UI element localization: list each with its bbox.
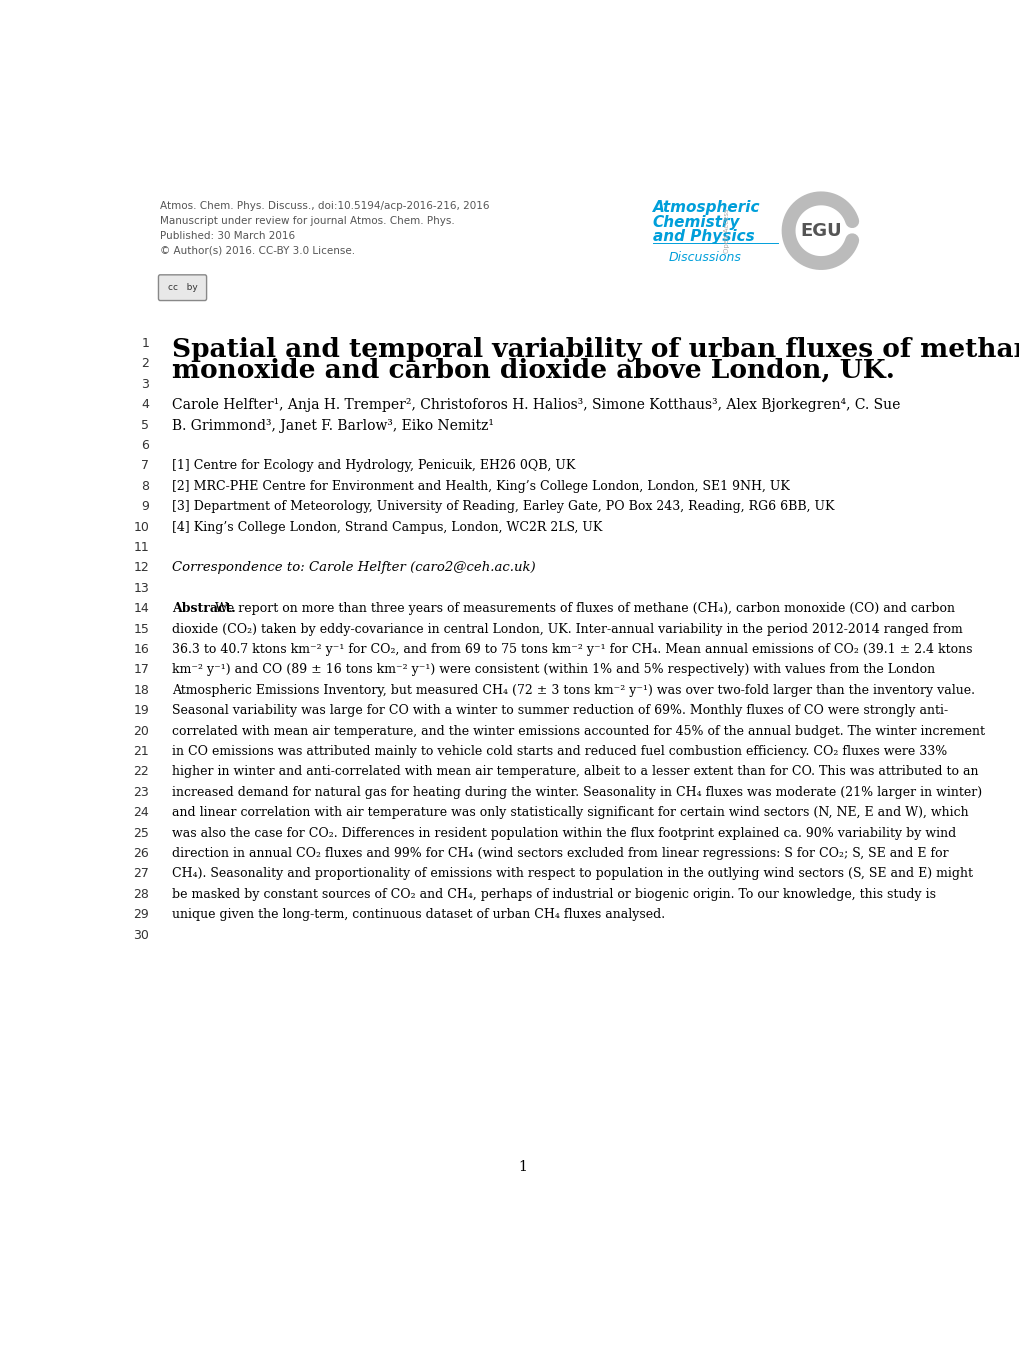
- Text: 3: 3: [142, 378, 149, 391]
- Text: 12: 12: [133, 561, 149, 574]
- Text: 30: 30: [133, 928, 149, 942]
- Text: km⁻² y⁻¹) and CO (89 ± 16 tons km⁻² y⁻¹) were consistent (within 1% and 5% respe: km⁻² y⁻¹) and CO (89 ± 16 tons km⁻² y⁻¹)…: [172, 663, 934, 677]
- Text: © Author(s) 2016. CC-BY 3.0 License.: © Author(s) 2016. CC-BY 3.0 License.: [160, 245, 355, 256]
- Text: EGU: EGU: [800, 222, 841, 239]
- Text: Atmos. Chem. Phys. Discuss., doi:10.5194/acp-2016-216, 2016: Atmos. Chem. Phys. Discuss., doi:10.5194…: [160, 202, 489, 211]
- Text: monoxide and carbon dioxide above London, UK.: monoxide and carbon dioxide above London…: [172, 358, 895, 382]
- Text: 15: 15: [133, 623, 149, 636]
- Text: and Physics: and Physics: [652, 229, 754, 245]
- Text: 27: 27: [133, 868, 149, 881]
- Text: Correspondence to: Carole Helfter (caro2@ceh.ac.uk): Correspondence to: Carole Helfter (caro2…: [172, 561, 536, 574]
- Text: 1: 1: [142, 338, 149, 350]
- Text: Carole Helfter¹, Anja H. Tremper², Christoforos H. Halios³, Simone Kotthaus³, Al: Carole Helfter¹, Anja H. Tremper², Chris…: [172, 398, 900, 412]
- Text: Atmospheric Emissions Inventory, but measured CH₄ (72 ± 3 tons km⁻² y⁻¹) was ove: Atmospheric Emissions Inventory, but mea…: [172, 683, 974, 697]
- Text: 7: 7: [141, 460, 149, 472]
- Text: 20: 20: [133, 725, 149, 737]
- Text: Open Access: Open Access: [722, 208, 729, 253]
- Text: Published: 30 March 2016: Published: 30 March 2016: [160, 231, 294, 241]
- Text: 28: 28: [133, 888, 149, 901]
- Text: [3] Department of Meteorology, University of Reading, Earley Gate, PO Box 243, R: [3] Department of Meteorology, Universit…: [172, 500, 835, 514]
- Text: 2: 2: [142, 358, 149, 370]
- FancyBboxPatch shape: [158, 274, 207, 300]
- Text: Manuscript under review for journal Atmos. Chem. Phys.: Manuscript under review for journal Atmo…: [160, 217, 454, 226]
- Text: Discussions: Discussions: [667, 250, 741, 264]
- Text: Seasonal variability was large for CO with a winter to summer reduction of 69%. : Seasonal variability was large for CO wi…: [172, 705, 948, 717]
- Text: [1] Centre for Ecology and Hydrology, Penicuik, EH26 0QB, UK: [1] Centre for Ecology and Hydrology, Pe…: [172, 460, 576, 472]
- Text: We report on more than three years of measurements of fluxes of methane (CH₄), c: We report on more than three years of me…: [211, 603, 954, 615]
- Text: and linear correlation with air temperature was only statistically significant f: and linear correlation with air temperat…: [172, 806, 968, 819]
- Text: 14: 14: [133, 603, 149, 615]
- Text: 1: 1: [518, 1161, 527, 1174]
- Text: [2] MRC-PHE Centre for Environment and Health, King’s College London, London, SE: [2] MRC-PHE Centre for Environment and H…: [172, 480, 790, 492]
- Text: direction in annual CO₂ fluxes and 99% for CH₄ (wind sectors excluded from linea: direction in annual CO₂ fluxes and 99% f…: [172, 847, 948, 859]
- Text: 11: 11: [133, 541, 149, 554]
- Text: 16: 16: [133, 643, 149, 656]
- Text: B. Grimmond³, Janet F. Barlow³, Eiko Nemitz¹: B. Grimmond³, Janet F. Barlow³, Eiko Nem…: [172, 418, 494, 433]
- Text: Chemistry: Chemistry: [652, 215, 740, 230]
- Text: 9: 9: [142, 500, 149, 514]
- Text: 4: 4: [142, 398, 149, 412]
- Text: 13: 13: [133, 582, 149, 594]
- Text: 5: 5: [141, 418, 149, 432]
- Text: be masked by constant sources of CO₂ and CH₄, perhaps of industrial or biogenic : be masked by constant sources of CO₂ and…: [172, 888, 935, 901]
- Text: 6: 6: [142, 438, 149, 452]
- Text: CH₄). Seasonality and proportionality of emissions with respect to population in: CH₄). Seasonality and proportionality of…: [172, 868, 972, 881]
- Text: higher in winter and anti-correlated with mean air temperature, albeit to a less: higher in winter and anti-correlated wit…: [172, 765, 978, 779]
- Text: 25: 25: [133, 827, 149, 839]
- Text: 19: 19: [133, 705, 149, 717]
- Text: 10: 10: [133, 521, 149, 534]
- Text: 36.3 to 40.7 ktons km⁻² y⁻¹ for CO₂, and from 69 to 75 tons km⁻² y⁻¹ for CH₄. Me: 36.3 to 40.7 ktons km⁻² y⁻¹ for CO₂, and…: [172, 643, 972, 656]
- Text: cc   by: cc by: [167, 284, 198, 292]
- Text: 26: 26: [133, 847, 149, 859]
- Text: 8: 8: [141, 480, 149, 492]
- Text: Atmospheric: Atmospheric: [652, 200, 760, 215]
- Text: correlated with mean air temperature, and the winter emissions accounted for 45%: correlated with mean air temperature, an…: [172, 725, 984, 737]
- Text: 29: 29: [133, 908, 149, 921]
- Text: Abstract.: Abstract.: [172, 603, 236, 615]
- Text: dioxide (CO₂) taken by eddy-covariance in central London, UK. Inter-annual varia: dioxide (CO₂) taken by eddy-covariance i…: [172, 623, 962, 636]
- Text: 22: 22: [133, 765, 149, 779]
- Text: [4] King’s College London, Strand Campus, London, WC2R 2LS, UK: [4] King’s College London, Strand Campus…: [172, 521, 602, 534]
- Text: was also the case for CO₂. Differences in resident population within the flux fo: was also the case for CO₂. Differences i…: [172, 827, 956, 839]
- Text: 23: 23: [133, 785, 149, 799]
- Text: unique given the long-term, continuous dataset of urban CH₄ fluxes analysed.: unique given the long-term, continuous d…: [172, 908, 665, 921]
- Text: Spatial and temporal variability of urban fluxes of methane, carbon: Spatial and temporal variability of urba…: [172, 338, 1019, 362]
- Text: 17: 17: [133, 663, 149, 677]
- Text: 18: 18: [133, 683, 149, 697]
- Text: in CO emissions was attributed mainly to vehicle cold starts and reduced fuel co: in CO emissions was attributed mainly to…: [172, 745, 947, 759]
- Text: 24: 24: [133, 806, 149, 819]
- Text: increased demand for natural gas for heating during the winter. Seasonality in C: increased demand for natural gas for hea…: [172, 785, 981, 799]
- Text: 21: 21: [133, 745, 149, 759]
